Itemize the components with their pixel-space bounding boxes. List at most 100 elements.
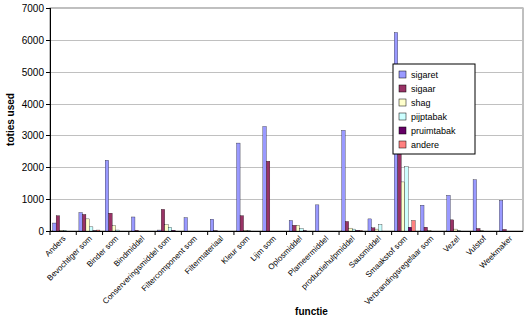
bar	[270, 231, 274, 232]
x-tick	[128, 231, 129, 235]
bar	[112, 226, 116, 231]
bar	[195, 231, 199, 232]
y-tick-label: 2000	[22, 162, 45, 173]
bar	[480, 230, 484, 231]
x-tick-label: Bevochtiger som	[45, 234, 94, 283]
bar	[63, 230, 67, 231]
bar	[135, 230, 139, 231]
bar	[82, 214, 86, 231]
bar	[503, 229, 507, 231]
grid-line	[50, 167, 523, 168]
bar	[175, 231, 179, 232]
y-tick-label: 6000	[22, 35, 45, 46]
grid-line	[50, 8, 523, 9]
y-tick	[46, 135, 50, 136]
x-tick	[181, 231, 182, 235]
bar	[93, 230, 97, 231]
bar	[131, 217, 135, 231]
bar	[96, 230, 100, 231]
bar	[138, 231, 142, 232]
legend-label: sigaar	[411, 84, 436, 94]
bar	[145, 231, 149, 232]
bar	[487, 231, 491, 232]
bar	[289, 220, 293, 231]
bar	[67, 231, 71, 232]
y-tick	[46, 40, 50, 41]
bar	[368, 219, 372, 231]
bar	[300, 228, 304, 231]
bar	[359, 230, 363, 231]
y-tick	[46, 8, 50, 9]
bar	[224, 231, 228, 232]
x-tick	[155, 231, 156, 235]
bar	[428, 230, 432, 231]
bar	[329, 231, 333, 232]
bar	[168, 227, 172, 231]
bar	[191, 231, 195, 232]
bar	[165, 225, 169, 231]
bar	[333, 231, 337, 232]
legend-swatch	[399, 71, 406, 78]
legend-swatch	[399, 141, 406, 148]
bar	[228, 231, 232, 232]
bar	[517, 231, 521, 232]
x-tick	[102, 231, 103, 235]
bar	[202, 231, 206, 232]
bar	[221, 231, 225, 232]
bar	[499, 200, 503, 231]
bar	[105, 160, 109, 231]
x-tick	[444, 231, 445, 235]
bar	[244, 230, 248, 231]
bar	[307, 231, 311, 232]
bar	[60, 230, 64, 231]
bar	[322, 231, 326, 232]
bar	[217, 231, 221, 232]
bar	[412, 220, 416, 231]
y-tick-label: 1000	[22, 194, 45, 205]
bar	[382, 231, 386, 232]
legend-label: pijptabak	[411, 112, 448, 122]
x-tick	[50, 231, 51, 235]
y-tick	[46, 199, 50, 200]
bar	[491, 231, 495, 232]
bar	[53, 223, 57, 231]
y-tick	[46, 104, 50, 105]
bar	[70, 231, 74, 232]
legend-swatch	[399, 85, 406, 92]
x-tick-label: Filtermateriaal	[183, 234, 225, 276]
x-tick	[417, 231, 418, 235]
bar	[142, 231, 146, 232]
bar	[247, 230, 251, 231]
bar	[473, 180, 477, 231]
legend-label: shag	[411, 98, 431, 108]
y-tick-label: 7000	[22, 3, 45, 14]
x-tick	[470, 231, 471, 235]
chart: 01000200030004000500060007000AndersBevoc…	[0, 0, 527, 321]
x-tick	[286, 231, 287, 235]
y-axis-title: toties used	[5, 93, 16, 146]
bar	[315, 205, 319, 231]
x-tick-label: Weekmaker	[478, 234, 515, 271]
bar	[447, 195, 451, 231]
y-tick	[46, 167, 50, 168]
bar	[188, 231, 192, 232]
grid-line	[50, 40, 523, 41]
y-tick-label: 4000	[22, 99, 45, 110]
x-tick	[339, 231, 340, 235]
legend-label: andere	[411, 140, 439, 150]
bar	[342, 130, 346, 231]
bar	[86, 219, 90, 231]
x-tick-label: Vulstof	[465, 234, 489, 258]
bar	[149, 231, 153, 232]
y-tick-label: 5000	[22, 67, 45, 78]
bar	[214, 230, 218, 231]
x-tick	[391, 231, 392, 235]
bar	[319, 231, 323, 232]
y-tick-label: 3000	[22, 130, 45, 141]
x-tick	[233, 231, 234, 235]
bar	[251, 231, 255, 232]
bar	[263, 127, 267, 231]
bar	[56, 216, 60, 231]
bar	[424, 227, 428, 231]
x-tick	[312, 231, 313, 235]
